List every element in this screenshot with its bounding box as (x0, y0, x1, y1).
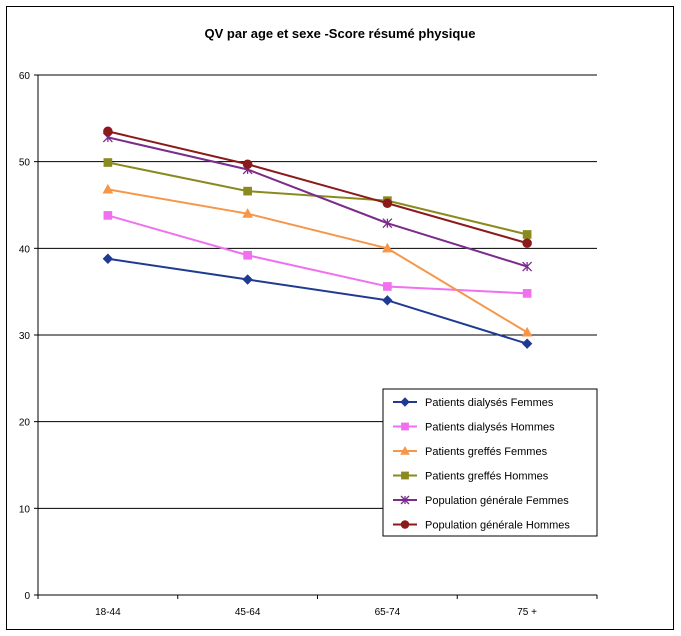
data-point-square (243, 250, 252, 260)
data-point-diamond (400, 397, 410, 407)
legend-label: Patients dialysés Hommes (425, 422, 555, 434)
legend-label: Population générale Hommes (425, 520, 570, 532)
series-path (107, 136, 528, 268)
axes: 0 10 20 30 40 50 60 18-44 45-64 65-74 75 + (19, 71, 598, 618)
legend-item: Population générale Femmes (393, 495, 569, 507)
x-tick-label: 18-44 (95, 607, 121, 618)
series-line (102, 183, 533, 337)
x-tick-label: 65-74 (375, 607, 401, 618)
legend-item: Patients dialysés Hommes (393, 422, 555, 434)
series-path (107, 161, 528, 236)
series-path (107, 130, 528, 245)
data-point-circle (382, 198, 393, 209)
legend-label: Patients greffés Hommes (425, 471, 549, 483)
y-tick-label: 30 (19, 331, 31, 342)
data-point-diamond (382, 295, 393, 306)
legend-label: Patients dialysés Femmes (425, 397, 554, 409)
data-point-square (383, 282, 392, 291)
legend-item: Population générale Hommes (393, 520, 570, 532)
legend: Patients dialysés Femmes Patients dialysé… (382, 388, 598, 537)
legend-label: Patients greffés Femmes (425, 446, 548, 458)
y-tick-label: 0 (24, 591, 30, 602)
data-point-triangle (521, 326, 533, 337)
data-point-circle (103, 126, 113, 137)
chart-title: QV par age et sexe -Score résumé physiqu… (205, 26, 476, 41)
data-point-circle (400, 520, 410, 529)
series-line (103, 211, 532, 298)
legend-item: Patients greffés Hommes (393, 471, 549, 483)
legend-label: Population générale Femmes (425, 495, 569, 507)
data-point-square (401, 471, 409, 480)
data-point-star (400, 495, 410, 505)
data-point-triangle (242, 208, 253, 218)
data-point-star (522, 261, 533, 272)
series-line (103, 126, 532, 248)
data-point-diamond (242, 274, 253, 285)
legend-box (382, 388, 598, 537)
series-line (102, 253, 533, 349)
legend-item: Patients greffés Femmes (393, 445, 548, 458)
series-path (107, 188, 528, 334)
y-tick-label: 10 (19, 504, 31, 515)
data-point-square (522, 230, 532, 239)
series-path (107, 257, 528, 345)
data-point-triangle (102, 183, 114, 194)
data-point-star (382, 218, 393, 229)
data-point-triangle (382, 242, 393, 253)
data-point-square (243, 186, 252, 196)
y-tick-label: 40 (19, 244, 31, 255)
series-group (102, 126, 533, 349)
data-point-diamond (102, 253, 114, 264)
data-point-circle (242, 159, 253, 170)
x-tick-label: 45-64 (235, 607, 261, 618)
data-point-circle (522, 238, 532, 248)
data-point-square (103, 158, 113, 167)
data-point-square (401, 422, 409, 431)
y-tick-label: 60 (19, 71, 31, 82)
data-point-diamond (521, 338, 533, 349)
y-tick-label: 20 (19, 418, 31, 429)
x-tick-label: 75 + (517, 607, 537, 618)
data-point-triangle (400, 445, 410, 455)
series-line (102, 132, 533, 272)
data-point-square (522, 289, 532, 298)
series-path (107, 214, 528, 295)
y-tick-label: 50 (19, 158, 31, 169)
legend-item: Patients dialysés Femmes (393, 397, 554, 409)
data-point-square (103, 211, 113, 220)
